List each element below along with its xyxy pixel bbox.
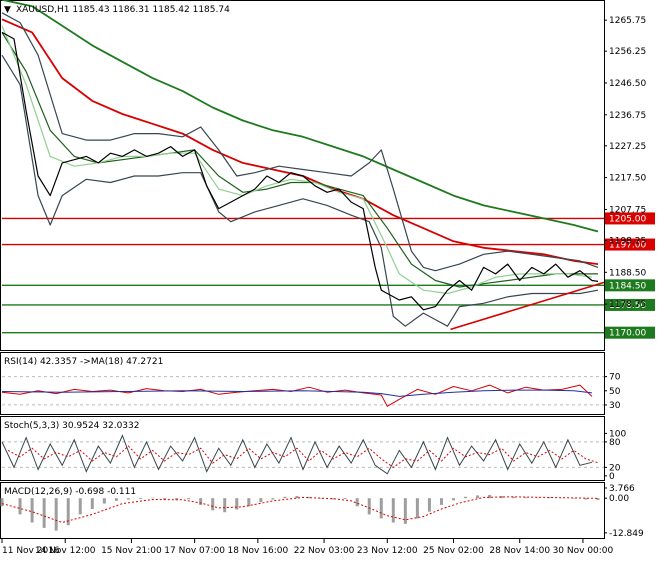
price-y-tick-label: 1198.25 (609, 236, 646, 246)
price-panel-plot (1, 0, 605, 331)
x-tick-label: 14 Nov 12:00 (35, 546, 96, 556)
stoch-y-tick-label: 80 (609, 438, 621, 448)
price-y-tick-label: 1217.50 (609, 174, 646, 184)
rsi-panel-frame (0, 352, 605, 415)
level-label-box (605, 212, 655, 225)
stoch-y-tick-label: 20 (609, 463, 621, 473)
price-y-tick-label: 1178.75 (609, 300, 646, 310)
level-label: 1205.00 (609, 214, 646, 224)
x-tick-label: 18 Nov 16:00 (228, 546, 289, 556)
chart-dropdown-icon[interactable]: ▼ (4, 5, 11, 15)
price-y-tick-label: 1188.50 (609, 268, 646, 278)
level-label: 1197.00 (609, 241, 646, 251)
level-label-box (605, 279, 655, 292)
stoch-series-line (7, 445, 599, 469)
rsi-y-tick-label: 70 (609, 373, 621, 383)
x-tick-label: 15 Nov 21:00 (101, 546, 162, 556)
x-tick-label: 28 Nov 14:00 (489, 546, 550, 556)
price-y-tick-label: 1265.75 (609, 16, 646, 26)
level-label-box (605, 326, 655, 339)
rsi-y-tick-label: 30 (609, 401, 621, 411)
macd-panel-title: MACD(12,26,9) -0.698 -0.111 (4, 487, 136, 497)
level-label: 1170.00 (609, 329, 646, 339)
series-slow-ma-green (1, 0, 599, 233)
stoch-panel-frame (0, 416, 605, 481)
price-panel-title: XAUUSD,H1 1185.43 1186.31 1185.42 1185.7… (16, 5, 230, 15)
macd-y-tick-label: -12.849 (609, 529, 644, 539)
stoch-panel-title: Stoch(5,3,3) 30.9524 32.0332 (4, 421, 139, 431)
macd-signal-line (1, 496, 599, 524)
level-label-box (605, 238, 655, 251)
price-y-tick-label: 1207.75 (609, 205, 646, 215)
price-y-tick-label: 1236.75 (609, 111, 646, 121)
macd-y-tick-label: 3.766 (609, 484, 635, 494)
price-y-tick-label: 1227.25 (609, 142, 646, 152)
price-y-tick-label: 1256.25 (609, 47, 646, 57)
x-tick-label: 11 Nov 2016 (2, 546, 60, 556)
x-tick-label: 23 Nov 12:00 (357, 546, 418, 556)
x-tick-label: 22 Nov 03:00 (294, 546, 355, 556)
macd-y-tick-label: 0.00 (609, 494, 629, 504)
series-bollinger-upper (1, 12, 599, 272)
series-price (1, 31, 599, 311)
stoch-y-tick-label: 0 (609, 472, 615, 482)
horizontal-levels: 1205.00 1197.00 1184.50 1178.50 1170.00 (2, 212, 655, 339)
stoch-panel-plot (1, 434, 604, 475)
rsi-panel-title: RSI(14) 42.3357 ->MA(18) 47.2721 (4, 357, 163, 367)
level-label: 1178.50 (609, 301, 646, 311)
price-panel-frame (0, 0, 605, 351)
series-slow-ma-red (1, 18, 599, 265)
price-y-tick-label: 1246.50 (609, 79, 646, 89)
rsi-y-tick-label: 50 (609, 387, 621, 397)
stoch-y-tick-label: 100 (609, 429, 626, 439)
axis-labels: 1265.75 1256.25 1246.50 1236.75 1227.25 1217.… (1, 16, 646, 556)
series-fast-ma (1, 25, 593, 295)
macd-panel-frame (0, 482, 605, 539)
rsi-panel-plot (1, 376, 604, 407)
rsi-series-line (1, 389, 593, 397)
x-tick-label: 17 Nov 07:00 (164, 546, 225, 556)
series-bollinger-lower (1, 54, 599, 327)
level-label: 1184.50 (609, 281, 646, 291)
level-label-box (605, 298, 655, 311)
rsi-series-line (1, 384, 593, 407)
trendline (450, 281, 605, 331)
x-tick-label: 25 Nov 02:00 (423, 546, 484, 556)
x-tick-label: 30 Nov 00:00 (553, 546, 614, 556)
stoch-series-line (1, 434, 593, 475)
macd-panel-plot (0, 494, 600, 531)
